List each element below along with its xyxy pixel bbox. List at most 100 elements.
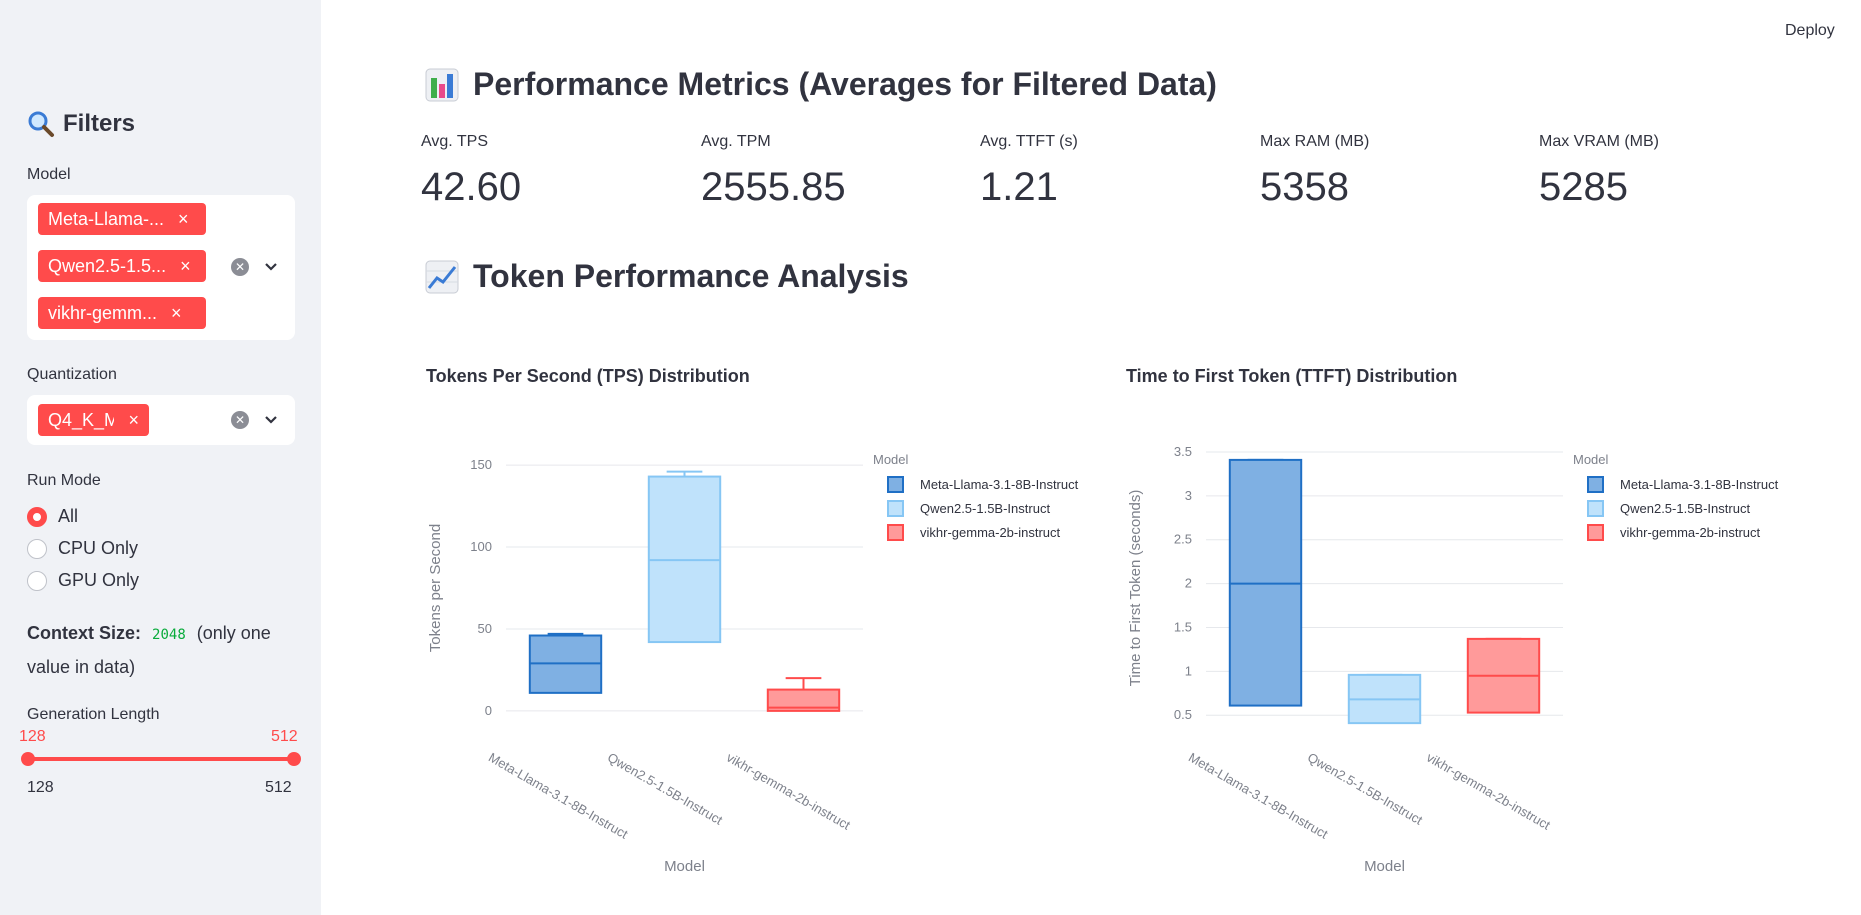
y-tick-label: 150 — [470, 457, 492, 472]
y-tick-label: 2 — [1185, 576, 1192, 591]
remove-tag-icon[interactable]: × — [180, 255, 191, 276]
metric-label: Max RAM (MB) — [1260, 133, 1370, 150]
y-tick-label: 1 — [1185, 663, 1192, 678]
x-tick-label: Qwen2.5-1.5B-Instruct — [1305, 750, 1425, 828]
legend-swatch — [887, 524, 904, 541]
radio-gpu-only-label: GPU Only — [58, 570, 140, 590]
chevron-down-icon[interactable] — [263, 259, 279, 275]
run-mode-label: Run Mode — [27, 472, 101, 489]
metric-label: Avg. TTFT (s) — [980, 133, 1078, 150]
remove-tag-icon[interactable]: × — [171, 302, 182, 323]
legend-label: Qwen2.5-1.5B-Instruct — [920, 501, 1050, 516]
sidebar: Filters Model Meta-Llama-... × Qwen2.5-1… — [0, 0, 321, 915]
model-tag-label: vikhr-gemm... — [48, 302, 158, 323]
token-section-title-text: Token Performance Analysis — [473, 258, 909, 294]
box-body — [766, 688, 841, 712]
tps-chart-title: Tokens Per Second (TPS) Distribution — [426, 366, 750, 386]
x-axis-label: Model — [664, 858, 705, 875]
metric-value: 42.60 — [421, 165, 522, 209]
legend-label: Qwen2.5-1.5B-Instruct — [1620, 501, 1750, 516]
metric-avg-tps: Avg. TPS 42.60 — [421, 133, 681, 210]
slider-high-value: 512 — [271, 728, 298, 745]
filters-title: Filters — [27, 110, 135, 138]
model-tag-label: Qwen2.5-1.5... — [48, 255, 167, 276]
y-axis-label: Time to First Token (seconds) — [1127, 490, 1144, 687]
filters-title-text: Filters — [63, 110, 136, 137]
generation-length-slider[interactable] — [27, 757, 295, 761]
legend-title: Model — [873, 452, 909, 467]
metric-avg-ttft: Avg. TTFT (s) 1.21 — [980, 133, 1240, 210]
metric-value: 2555.85 — [701, 165, 846, 209]
radio-unselected-icon[interactable] — [27, 570, 47, 591]
slider-high-handle[interactable] — [287, 752, 301, 766]
quantization-tag: Q4_K_M × — [38, 404, 149, 436]
slider-low-handle[interactable] — [21, 752, 35, 766]
slider-min-label: 128 — [27, 779, 54, 796]
slider-max-label: 512 — [265, 779, 292, 796]
clear-all-icon[interactable]: ✕ — [231, 411, 249, 429]
y-tick-label: 1.5 — [1174, 619, 1192, 634]
ttft-box-chart: 0.5 1 1.5 2 2.5 3 3.5 Time to First Token (seco… — [1127, 444, 1779, 875]
legend-swatch — [1587, 524, 1604, 541]
model-tag-label: Meta-Llama-... — [48, 208, 165, 229]
context-size-note: (only one value in data) — [27, 623, 271, 677]
legend-label: vikhr-gemma-2b-instruct — [920, 525, 1061, 540]
radio-cpu-only[interactable]: CPU Only — [27, 538, 138, 559]
metric-label: Avg. TPM — [701, 133, 771, 150]
metric-value: 5358 — [1260, 165, 1349, 209]
radio-gpu-only[interactable]: GPU Only — [27, 570, 139, 591]
metric-value: 5285 — [1539, 165, 1628, 209]
y-tick-label: 0 — [485, 703, 492, 718]
metric-label: Avg. TPS — [421, 133, 488, 150]
y-tick-label: 3.5 — [1174, 444, 1192, 459]
tps-box-chart: 0 50 100 150 Tokens per Second Meta-Llama-3.1… — [427, 452, 1079, 875]
legend-swatch — [1587, 500, 1604, 517]
x-tick-label: Qwen2.5-1.5B-Instruct — [605, 750, 725, 828]
x-tick-label: vikhr-gemma-2b-instruct — [1424, 750, 1553, 833]
metrics-section-title-text: Performance Metrics (Averages for Filter… — [473, 66, 1217, 102]
radio-all[interactable]: All — [27, 506, 78, 527]
legend-label: Meta-Llama-3.1-8B-Instruct — [1620, 477, 1779, 492]
legend-swatch — [887, 476, 904, 493]
model-tag: vikhr-gemm... × — [38, 297, 206, 329]
metric-label: Max VRAM (MB) — [1539, 133, 1659, 150]
quantization-multiselect[interactable]: Q4_K_M × ✕ — [27, 395, 295, 445]
y-tick-label: 100 — [470, 539, 492, 554]
metrics-section-title: Performance Metrics (Averages for Filter… — [425, 66, 1217, 103]
model-tag: Meta-Llama-... × — [38, 203, 206, 235]
quantization-tag-label: Q4_K_M — [48, 409, 115, 430]
metric-max-ram: Max RAM (MB) 5358 — [1260, 133, 1520, 210]
metric-max-vram: Max VRAM (MB) 5285 — [1539, 133, 1799, 210]
model-multiselect[interactable]: Meta-Llama-... × Qwen2.5-1.5... × vikhr-… — [27, 195, 295, 340]
context-size-value: 2048 — [152, 627, 186, 643]
legend-title: Model — [1573, 452, 1609, 467]
y-axis-label: Tokens per Second — [427, 524, 444, 652]
radio-selected-icon[interactable] — [27, 506, 47, 527]
radio-unselected-icon[interactable] — [27, 538, 47, 559]
radio-cpu-only-label: CPU Only — [58, 538, 139, 558]
context-size-text: Context Size: 2048 (only one value in da… — [27, 617, 295, 683]
remove-tag-icon[interactable]: × — [128, 409, 139, 430]
slider-low-value: 128 — [19, 728, 46, 745]
token-section-title: Token Performance Analysis — [425, 258, 909, 295]
deploy-button[interactable]: Deploy — [1785, 22, 1835, 39]
remove-tag-icon[interactable]: × — [178, 208, 189, 229]
legend-swatch — [1587, 476, 1604, 493]
chevron-down-icon[interactable] — [263, 412, 279, 428]
metric-avg-tpm: Avg. TPM 2555.85 — [701, 133, 961, 210]
line-chart-icon — [425, 260, 459, 294]
y-tick-label: 3 — [1185, 488, 1192, 503]
y-tick-label: 2.5 — [1174, 532, 1192, 547]
clear-all-icon[interactable]: ✕ — [231, 258, 249, 276]
magnifier-icon — [27, 110, 55, 138]
ttft-chart-title: Time to First Token (TTFT) Distribution — [1126, 366, 1458, 386]
y-tick-label: 0.5 — [1174, 707, 1192, 722]
metric-value: 1.21 — [980, 165, 1058, 209]
bar-chart-icon — [425, 68, 459, 102]
legend-label: vikhr-gemma-2b-instruct — [1620, 525, 1761, 540]
x-tick-label: vikhr-gemma-2b-instruct — [724, 750, 853, 833]
context-size-label: Context Size: — [27, 623, 142, 643]
generation-length-label: Generation Length — [27, 706, 160, 723]
x-axis-label: Model — [1364, 858, 1405, 875]
